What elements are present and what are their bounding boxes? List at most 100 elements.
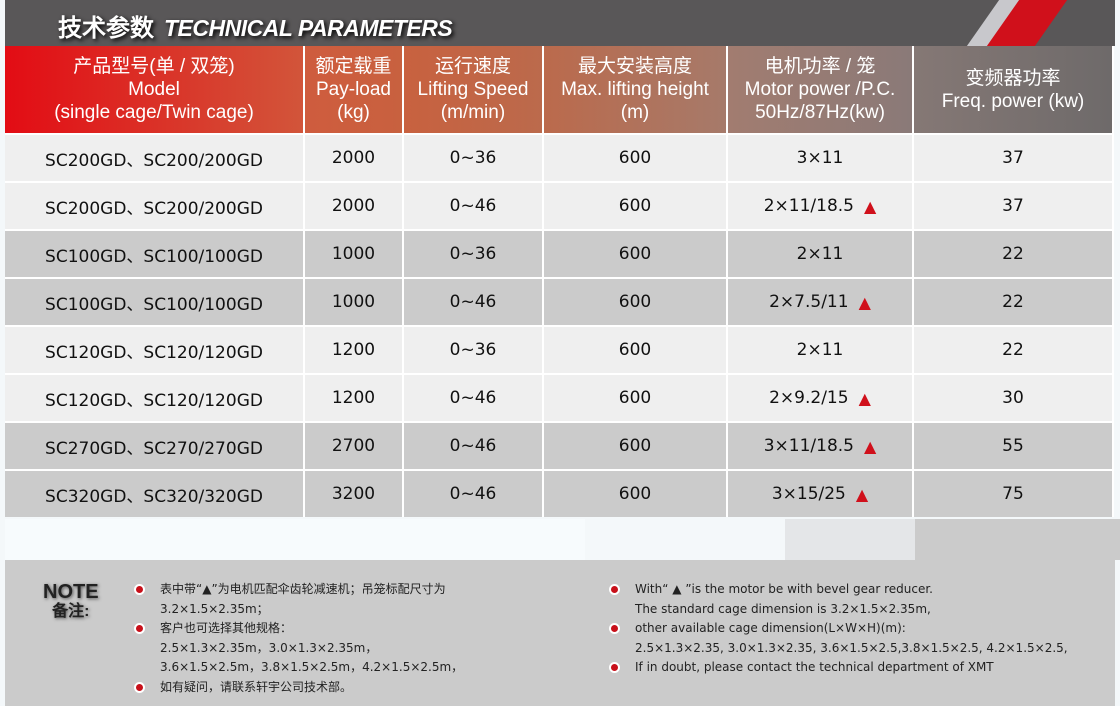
cell-speed-value: 0~46 [449, 436, 497, 456]
cell-model-value: SC120GD、SC120/120GD [45, 342, 263, 363]
cell-model-value: SC100GD、SC100/100GD [45, 294, 263, 315]
header-unit: (m/min) [440, 102, 506, 123]
cell-height-value: 600 [618, 484, 652, 504]
note-line: 3.6×1.5×2.5m，3.8×1.5×2.5m，4.2×1.5×2.5m， [160, 660, 464, 674]
cell-model: SC100GD、SC100/100GD [5, 231, 303, 277]
note-line: With“ ▲ ”is the motor be with bevel gear… [635, 582, 933, 596]
cell-model-value: SC320GD、SC320/320GD [45, 486, 263, 507]
cell-model: SC120GD、SC120/120GD [5, 327, 303, 373]
header-cell: 运行速度 Lifting Speed (m/min) [404, 46, 542, 133]
cell-freq: 55 [914, 423, 1112, 469]
cell-speed: 0~46 [404, 471, 542, 517]
title-cn: 技术参数 [58, 15, 154, 42]
cell-load: 2000 [305, 183, 402, 229]
cell-freq-value: 75 [1002, 484, 1024, 504]
cell-model: SC100GD、SC100/100GD [5, 279, 303, 325]
cell-speed: 0~46 [404, 183, 542, 229]
title-en: TECHNICAL PARAMETERS [164, 15, 453, 41]
cell-model: SC270GD、SC270/270GD [5, 423, 303, 469]
cell-motor-value: 2×11/18.5 [763, 196, 854, 216]
cell-height: 600 [544, 279, 726, 325]
header-en: Freq. power (kw) [941, 90, 1085, 112]
cell-model-value: SC270GD、SC270/270GD [45, 438, 263, 459]
cell-model-value: SC120GD、SC120/120GD [45, 390, 263, 411]
cell-height: 600 [544, 183, 726, 229]
note-line: 客户也可选择其他规格： [160, 621, 293, 635]
header-unit: (m) [620, 102, 650, 123]
cell-speed-value: 0~36 [449, 340, 497, 360]
cell-freq: 22 [914, 327, 1112, 373]
header-unit: (single cage/Twin cage) [54, 102, 254, 123]
cell-height: 600 [544, 231, 726, 277]
cell-height-value: 600 [618, 340, 652, 360]
cell-motor-value: 3×11/18.5 [763, 436, 854, 456]
note-line: If in doubt, please contact the technica… [635, 660, 994, 674]
cell-load-value: 1200 [331, 340, 376, 360]
cell-freq-value: 37 [1002, 148, 1024, 168]
cell-speed-value: 0~46 [449, 196, 497, 216]
page-title: 技术参数 TECHNICAL PARAMETERS [58, 8, 453, 43]
header-cell: 产品型号(单 / 双笼) Model (single cage/Twin cage) [5, 46, 303, 133]
cell-load-value: 1000 [331, 292, 376, 312]
cell-motor-value: 2×7.5/11 [769, 292, 849, 312]
bevel-gear-triangle-icon: ▲ [855, 484, 869, 504]
cell-freq-value: 22 [1002, 340, 1024, 360]
cell-motor-value: 3×11 [796, 148, 844, 168]
header-cn: 电机功率 / 笼 [764, 56, 876, 77]
parameters-table: 产品型号(单 / 双笼) Model (single cage/Twin cage)… [5, 46, 1114, 517]
cell-freq-value: 30 [1002, 388, 1024, 408]
cell-freq: 30 [914, 375, 1112, 421]
cell-motor: 2×11 [728, 231, 912, 277]
cell-height-value: 600 [618, 292, 652, 312]
cell-load-value: 2700 [331, 436, 376, 456]
header-en: Pay-load [316, 79, 391, 100]
note-panel: NOTE 备注: 表中带“▲”为电机匹配伞齿轮减速机；吊笼标配尺寸为 3.2×1.… [5, 560, 1115, 706]
header-cell: 最大安装高度 Max. lifting height (m) [544, 46, 726, 133]
header-cell: 变频器功率 Freq. power (kw) [914, 46, 1112, 133]
bevel-gear-triangle-icon: ▲ [863, 436, 877, 456]
cell-load: 2000 [305, 135, 402, 181]
header-en: Max. lifting height [561, 79, 709, 100]
header-cn: 额定载重 [315, 56, 392, 77]
cell-model: SC200GD、SC200/200GD [5, 183, 303, 229]
cell-motor: 2×11/18.5 ▲ [728, 183, 912, 229]
note-line: 2.5×1.3×2.35m，3.0×1.3×2.35m， [160, 640, 378, 655]
cell-motor: 2×7.5/11 ▲ [728, 279, 912, 325]
cell-load-value: 1000 [331, 244, 376, 264]
cell-model: SC120GD、SC120/120GD [5, 375, 303, 421]
note-item: If in doubt, please contact the technica… [609, 658, 1068, 678]
bullet-icon [609, 662, 620, 673]
note-item: other available cage dimension(L×W×H)(m)… [609, 619, 1068, 658]
cell-freq-value: 37 [1002, 196, 1024, 216]
note-label-cn: 备注: [52, 603, 90, 620]
cell-speed: 0~36 [404, 231, 542, 277]
cell-speed: 0~36 [404, 327, 542, 373]
note-item: 表中带“▲”为电机匹配伞齿轮减速机；吊笼标配尺寸为 3.2×1.5×2.35m； [134, 580, 463, 619]
cell-load-value: 3200 [331, 484, 376, 504]
cell-model-value: SC200GD、SC200/200GD [45, 198, 263, 219]
note-line: 3.2×1.5×2.35m； [160, 601, 269, 616]
header-en: Lifting Speed [417, 79, 529, 100]
cell-motor: 3×15/25 ▲ [728, 471, 912, 517]
cell-motor: 2×11 [728, 327, 912, 373]
cell-freq: 75 [914, 471, 1112, 517]
cell-model: SC320GD、SC320/320GD [5, 471, 303, 517]
note-line: 如有疑问，请联系轩宇公司技术部。 [160, 679, 353, 694]
cell-height-value: 600 [618, 244, 652, 264]
cell-load: 3200 [305, 471, 402, 517]
title-bar: 技术参数 TECHNICAL PARAMETERS [5, 0, 1115, 46]
header-unit: 50Hz/87Hz(kw) [755, 102, 885, 123]
cell-load: 1200 [305, 327, 402, 373]
header-en: Motor power /P.C. [744, 79, 896, 100]
note-line: other available cage dimension(L×W×H)(m)… [635, 621, 906, 635]
cell-height: 600 [544, 135, 726, 181]
cell-freq: 22 [914, 279, 1112, 325]
cell-speed-value: 0~36 [449, 244, 497, 264]
bullet-icon [134, 584, 145, 595]
note-item: With“ ▲ ”is the motor be with bevel gear… [609, 580, 1068, 619]
cell-model-value: SC200GD、SC200/200GD [45, 150, 263, 171]
cell-speed: 0~46 [404, 375, 542, 421]
cell-speed-value: 0~46 [449, 388, 497, 408]
header-cell: 电机功率 / 笼 Motor power /P.C. 50Hz/87Hz(kw) [728, 46, 912, 133]
note-label: NOTE 备注: [43, 582, 99, 622]
